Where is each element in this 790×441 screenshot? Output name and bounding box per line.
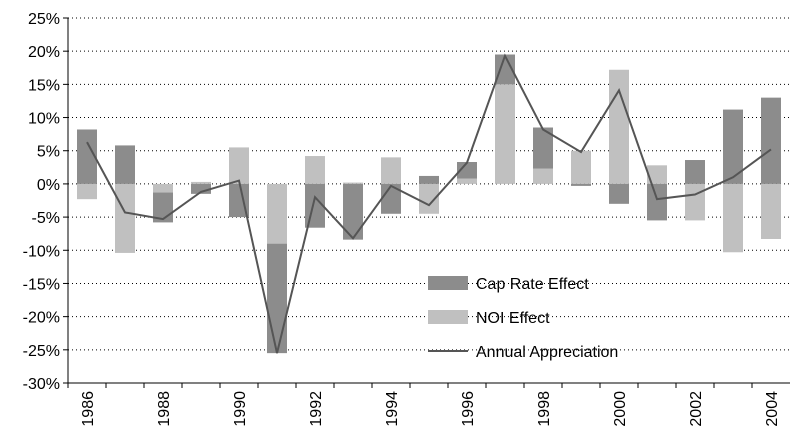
y-tick-label: -15% <box>23 276 60 293</box>
y-tick-label: -25% <box>23 343 60 360</box>
bar <box>267 243 287 354</box>
bar <box>533 168 553 184</box>
legend-label: Cap Rate Effect <box>476 276 589 293</box>
y-tick-label: 25% <box>28 11 60 28</box>
bar <box>571 150 591 184</box>
y-tick-label: 10% <box>28 111 60 128</box>
bar <box>723 109 743 184</box>
bar <box>115 145 135 184</box>
bar <box>761 183 781 239</box>
legend-label: Annual Appreciation <box>476 344 618 361</box>
bar <box>419 183 439 214</box>
x-tick-label: 1996 <box>460 391 477 427</box>
bar <box>495 84 515 184</box>
bar <box>115 183 135 253</box>
line <box>86 53 772 354</box>
bar <box>571 183 591 186</box>
bar <box>685 160 705 184</box>
bar <box>685 183 705 221</box>
bar <box>761 97 781 184</box>
y-tick-label: -30% <box>23 376 60 393</box>
y-tick-label: 5% <box>37 144 60 161</box>
y-tick-label: -10% <box>23 243 60 260</box>
bar <box>191 181 211 184</box>
bar <box>723 183 743 253</box>
bar <box>533 127 553 169</box>
bar <box>343 182 363 184</box>
bar <box>77 183 97 200</box>
y-tick-label: 20% <box>28 44 60 61</box>
x-tick-label: 1992 <box>308 391 325 427</box>
x-tick-label: 2004 <box>764 391 781 427</box>
bar <box>381 157 401 184</box>
bar <box>495 54 515 85</box>
bar <box>229 183 249 218</box>
legend-label: NOI Effect <box>476 310 550 327</box>
bar <box>647 165 667 184</box>
bar <box>229 147 249 184</box>
x-tick-label: 1998 <box>536 391 553 427</box>
y-tick-label: -20% <box>23 310 60 327</box>
y-tick-label: -5% <box>32 210 60 227</box>
bar <box>77 129 97 184</box>
x-tick-label: 2000 <box>612 391 629 427</box>
bar <box>419 175 439 184</box>
bar <box>267 183 287 244</box>
x-tick-label: 1986 <box>80 391 97 427</box>
bar <box>457 162 477 179</box>
x-tick-label: 2002 <box>688 391 705 427</box>
bar <box>305 156 325 184</box>
x-tick-label: 1990 <box>232 391 249 427</box>
bar <box>343 183 363 240</box>
legend-swatch <box>428 276 468 290</box>
bar <box>191 183 211 194</box>
bar <box>609 69 629 184</box>
bar <box>153 183 173 193</box>
bar <box>609 183 629 204</box>
legend-swatch <box>428 310 468 324</box>
x-tick-label: 1988 <box>156 391 173 427</box>
x-tick-label: 1994 <box>384 391 401 427</box>
bar <box>647 183 667 221</box>
y-tick-label: 15% <box>28 77 60 94</box>
y-tick-label: 0% <box>37 177 60 194</box>
bar <box>457 178 477 184</box>
